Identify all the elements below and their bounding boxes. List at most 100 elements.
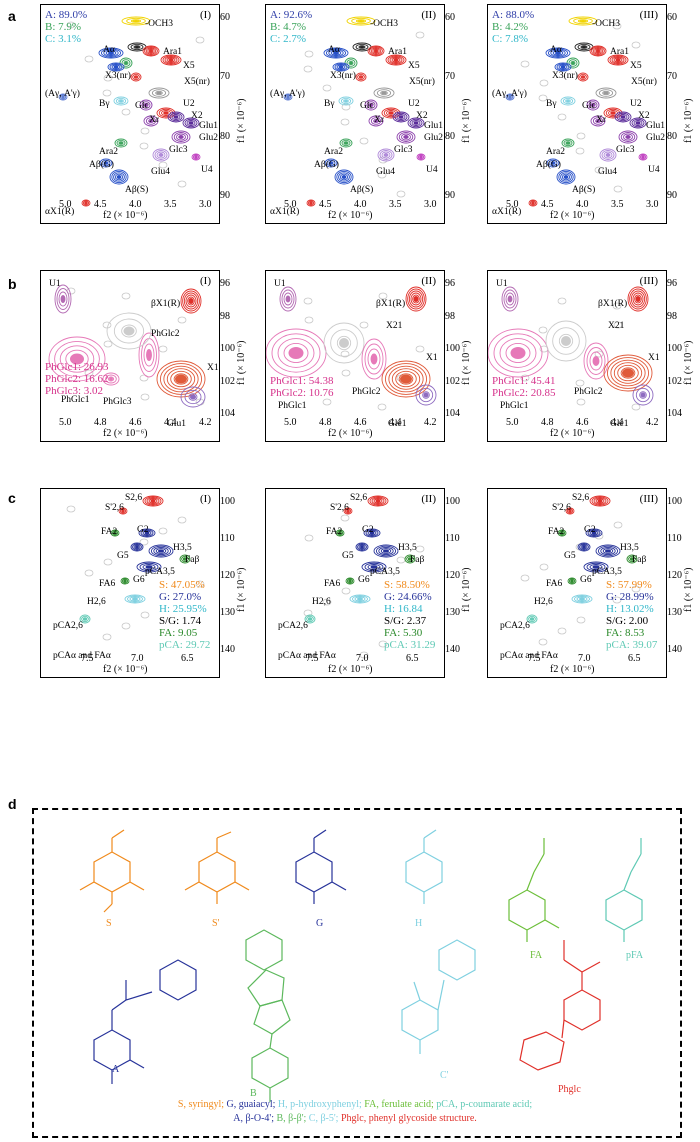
y-axis-title: f1 (× 10⁻⁶): [461, 98, 472, 143]
panel-c-III: S'2,6 S2,6 FA2 G2 H3,5 G5 pCA3,5 Faβ FA6 G6 H2,6 pC…: [487, 488, 667, 678]
cross-peak: [626, 554, 638, 564]
y-tick-label: 100: [445, 343, 460, 354]
peak-label: (Aγ, A'γ): [492, 89, 527, 99]
panel-tag: (III): [639, 9, 658, 21]
caption-line-2: A, β-O-4'; B, β-β'; C, β-5'; Phglc, phen…: [40, 1112, 670, 1126]
structure-label: FA: [530, 950, 543, 961]
noise-peak: [415, 31, 425, 39]
x-tick-label: 5.0: [506, 199, 519, 210]
y-tick-label: 80: [667, 130, 677, 142]
y-tick-label: 100: [445, 496, 460, 507]
peak-label: pCA2,6: [53, 621, 83, 631]
cross-peak: [306, 199, 316, 207]
cross-peak: [182, 117, 200, 129]
panel-tag: (II): [421, 493, 436, 505]
y-tick-label: 102: [667, 375, 682, 387]
y-tick-label: 80: [445, 130, 455, 142]
cross-peak: [130, 72, 142, 82]
noise-peak: [613, 321, 623, 329]
x-tick-label: 4.4: [611, 417, 624, 428]
peak-label: Faβ: [410, 555, 425, 565]
noise-peak: [520, 60, 530, 68]
y-tick-label: 80: [220, 130, 230, 142]
y-tick-label: 70: [220, 71, 230, 83]
noise-peak: [415, 545, 425, 553]
noise-peak: [557, 297, 567, 305]
structure-s: [79, 829, 145, 913]
y-tick-label: 130: [220, 607, 235, 618]
structure-label: H: [415, 918, 423, 929]
structure-a: [93, 959, 197, 1084]
spectrum-plot: [303, 495, 425, 659]
cross-peak: [283, 93, 293, 101]
peak-label: Faβ: [185, 555, 200, 565]
cross-peak: [143, 115, 159, 127]
peak-label: FA2: [101, 527, 118, 537]
noise-peak: [341, 587, 351, 595]
y-tick-label: 100: [667, 343, 682, 354]
legend-entry: H: 13.02%: [606, 603, 654, 615]
peak-label: Glu1: [167, 419, 186, 429]
peak-label: Glu2: [646, 133, 665, 143]
noise-peak: [340, 350, 350, 358]
peak-label: Glu4: [151, 167, 170, 177]
x-tick-label: 7.5: [528, 653, 541, 664]
peak-label: FA6: [546, 579, 563, 589]
noise-peak: [341, 369, 351, 377]
noise-peak: [576, 132, 586, 140]
peak-label: X3(nr): [105, 71, 131, 81]
peak-label: pCAα and FAα: [53, 651, 111, 661]
y-tick-label: 70: [445, 71, 455, 83]
peak-label: αX1(R): [45, 207, 75, 217]
noise-peak: [359, 321, 369, 329]
legend-entry: PhGlc1: 26.93: [45, 361, 109, 373]
cross-peak: [632, 384, 654, 406]
y-tick-label: 96: [220, 278, 230, 289]
noise-peak: [612, 302, 622, 310]
cross-peak: [614, 111, 632, 123]
noise-peak: [121, 108, 131, 116]
x-tick-label: 5.0: [284, 199, 297, 210]
peak-label: βX1(R): [376, 299, 406, 309]
noise-peak: [575, 147, 585, 155]
legend-entry: H: 25.95%: [159, 603, 207, 615]
y-tick-label: 100: [220, 496, 235, 507]
structure-pfa: [605, 838, 643, 942]
peak-label: X2: [191, 111, 203, 121]
peak-label: U4: [426, 165, 438, 175]
legend-entry: PhGlc1: 54.38: [270, 375, 334, 387]
cross-peak: [152, 148, 170, 162]
spectrum-plot: [48, 284, 206, 408]
noise-peak: [158, 345, 168, 353]
peak-label: U4: [201, 165, 213, 175]
y-tick-label: 98: [667, 310, 677, 322]
peak-label: U2: [630, 99, 642, 109]
cross-peak: [405, 286, 427, 312]
peak-label: X1: [207, 363, 219, 373]
x-axis-title: f2 (× 10⁻⁶): [550, 210, 595, 221]
peak-label: X5: [630, 61, 642, 71]
peak-label: Aβ(G): [89, 160, 114, 170]
peak-label: Ara2: [99, 147, 118, 157]
y-tick-label: 110: [220, 533, 235, 544]
cross-peak: [505, 93, 515, 101]
noise-peak: [139, 538, 149, 546]
noise-peak: [84, 569, 94, 577]
cross-peak: [107, 62, 125, 72]
cross-peak: [106, 312, 152, 350]
peak-label: FA2: [326, 527, 343, 537]
peak-label: Glc1: [610, 419, 629, 429]
peak-label: Glc: [582, 101, 596, 111]
x-axis-title: f2 (× 10⁻⁶): [328, 664, 373, 675]
cross-peak: [367, 495, 389, 507]
cross-peak: [415, 384, 437, 406]
structure-label: pFA: [626, 950, 644, 961]
cross-peak: [304, 614, 316, 624]
cross-peak: [373, 544, 399, 558]
peak-label: βX1(R): [598, 299, 628, 309]
cross-peak: [148, 544, 174, 558]
peak-label: Faβ: [632, 555, 647, 565]
y-tick-label: 90: [220, 190, 230, 201]
peak-label: G5: [564, 551, 576, 561]
cross-peak: [629, 117, 647, 129]
